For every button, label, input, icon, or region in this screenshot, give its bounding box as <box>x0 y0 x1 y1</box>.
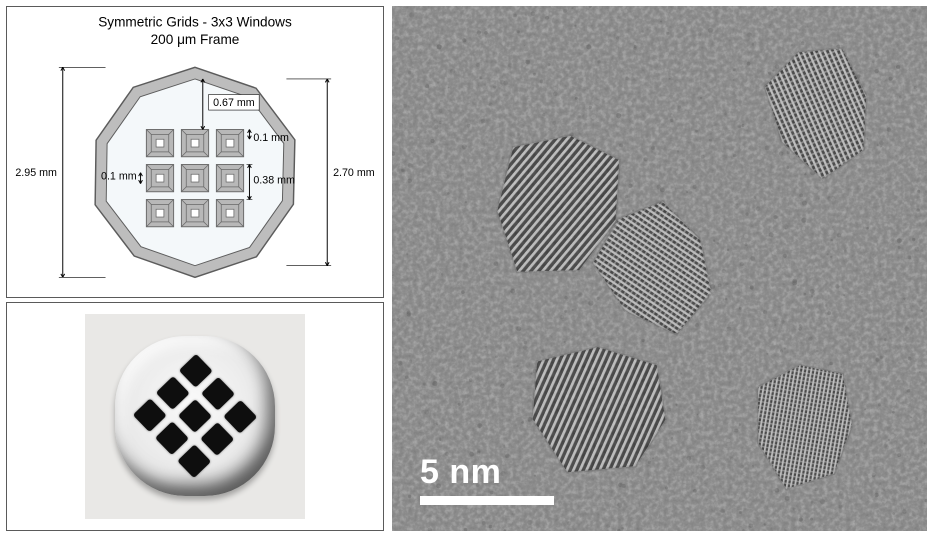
grid-schematic-svg: Symmetric Grids - 3x3 Windows 200 μm Fram… <box>7 7 383 297</box>
svg-text:0.1 mm: 0.1 mm <box>101 170 137 182</box>
figure-root: Symmetric Grids - 3x3 Windows 200 μm Fram… <box>6 6 927 531</box>
tem-scalebar: 5 nm <box>420 453 554 505</box>
left-column: Symmetric Grids - 3x3 Windows 200 μm Fram… <box>6 6 384 531</box>
grid-photo-disc <box>115 336 275 496</box>
grid-photo <box>85 314 305 519</box>
svg-text:2.70 mm: 2.70 mm <box>333 167 375 179</box>
tem-scalebar-line <box>420 496 554 505</box>
svg-text:0.38 mm: 0.38 mm <box>253 175 295 187</box>
svg-text:2.95 mm: 2.95 mm <box>15 167 57 179</box>
grid-photo-windows <box>133 354 257 478</box>
grid-photo-panel <box>6 302 384 531</box>
svg-text:200 μm Frame: 200 μm Frame <box>151 32 240 47</box>
tem-scalebar-label: 5 nm <box>420 453 501 492</box>
tem-image-panel: 5 nm <box>392 6 927 531</box>
svg-text:Symmetric Grids - 3x3 Windows: Symmetric Grids - 3x3 Windows <box>98 14 292 29</box>
grid-schematic: Symmetric Grids - 3x3 Windows 200 μm Fram… <box>7 7 383 297</box>
svg-text:0.1 mm: 0.1 mm <box>253 132 289 144</box>
grid-schematic-panel: Symmetric Grids - 3x3 Windows 200 μm Fram… <box>6 6 384 298</box>
svg-text:0.67 mm: 0.67 mm <box>213 97 255 109</box>
